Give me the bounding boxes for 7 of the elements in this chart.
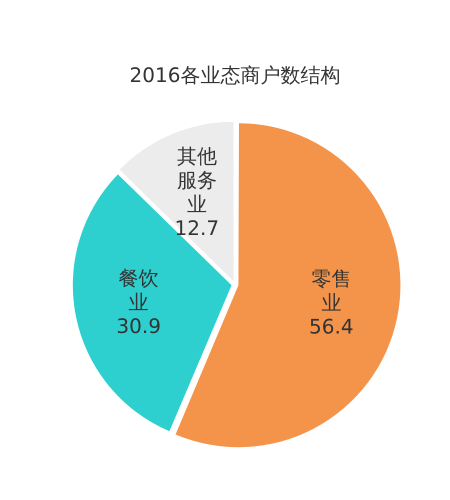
slice-label: 零售业	[311, 266, 352, 314]
data-label: 56.4	[309, 314, 354, 338]
slice-label: 其他服务业	[176, 144, 217, 216]
data-label: 12.7	[174, 216, 220, 240]
slice-label: 餐饮业	[118, 266, 159, 314]
data-label: 30.9	[116, 314, 161, 338]
chart-title: 2016各业态商户数结构	[130, 63, 340, 88]
